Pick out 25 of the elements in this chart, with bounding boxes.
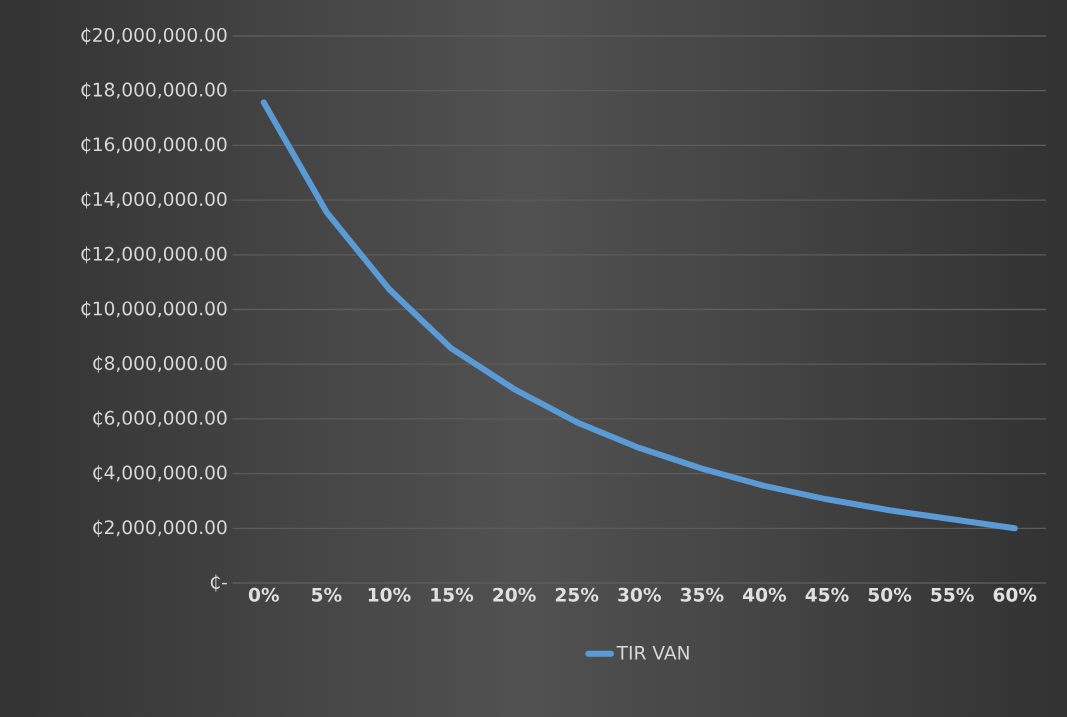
y-tick-label: ₵12,000,000.00 xyxy=(81,246,227,264)
x-tick-label: 10% xyxy=(368,587,411,602)
x-tick-label: 60% xyxy=(993,587,1037,602)
y-tick-label: ₵16,000,000.00 xyxy=(81,136,227,154)
x-tick-label: 20% xyxy=(493,587,536,602)
y-tick-label: ₵20,000,000.00 xyxy=(81,27,227,45)
x-tick-label: 35% xyxy=(680,587,724,602)
x-tick-label: 45% xyxy=(805,587,849,602)
y-tick-label: ₵18,000,000.00 xyxy=(81,82,227,100)
y-tick-label: ₵- xyxy=(210,574,227,592)
y-tick-label: ₵4,000,000.00 xyxy=(93,465,227,483)
y-tick-label: ₵10,000,000.00 xyxy=(81,301,227,318)
x-tick-label: 40% xyxy=(742,587,787,602)
y-tick-label: ₵2,000,000.00 xyxy=(93,519,227,537)
y-tick-label: ₵6,000,000.00 xyxy=(93,410,227,428)
x-tick-label: 5% xyxy=(312,587,342,602)
x-tick-label: 25% xyxy=(555,587,599,602)
x-tick-label: 0% xyxy=(248,587,279,602)
y-tick-label: ₵14,000,000.00 xyxy=(81,191,227,209)
x-tick-label: 15% xyxy=(431,587,474,602)
x-tick-label: 30% xyxy=(618,587,661,602)
x-tick-label: 50% xyxy=(868,587,912,602)
legend-label: TIR VAN xyxy=(616,646,689,660)
y-tick-label: ₵8,000,000.00 xyxy=(93,355,227,373)
x-tick-label: 55% xyxy=(931,587,974,602)
